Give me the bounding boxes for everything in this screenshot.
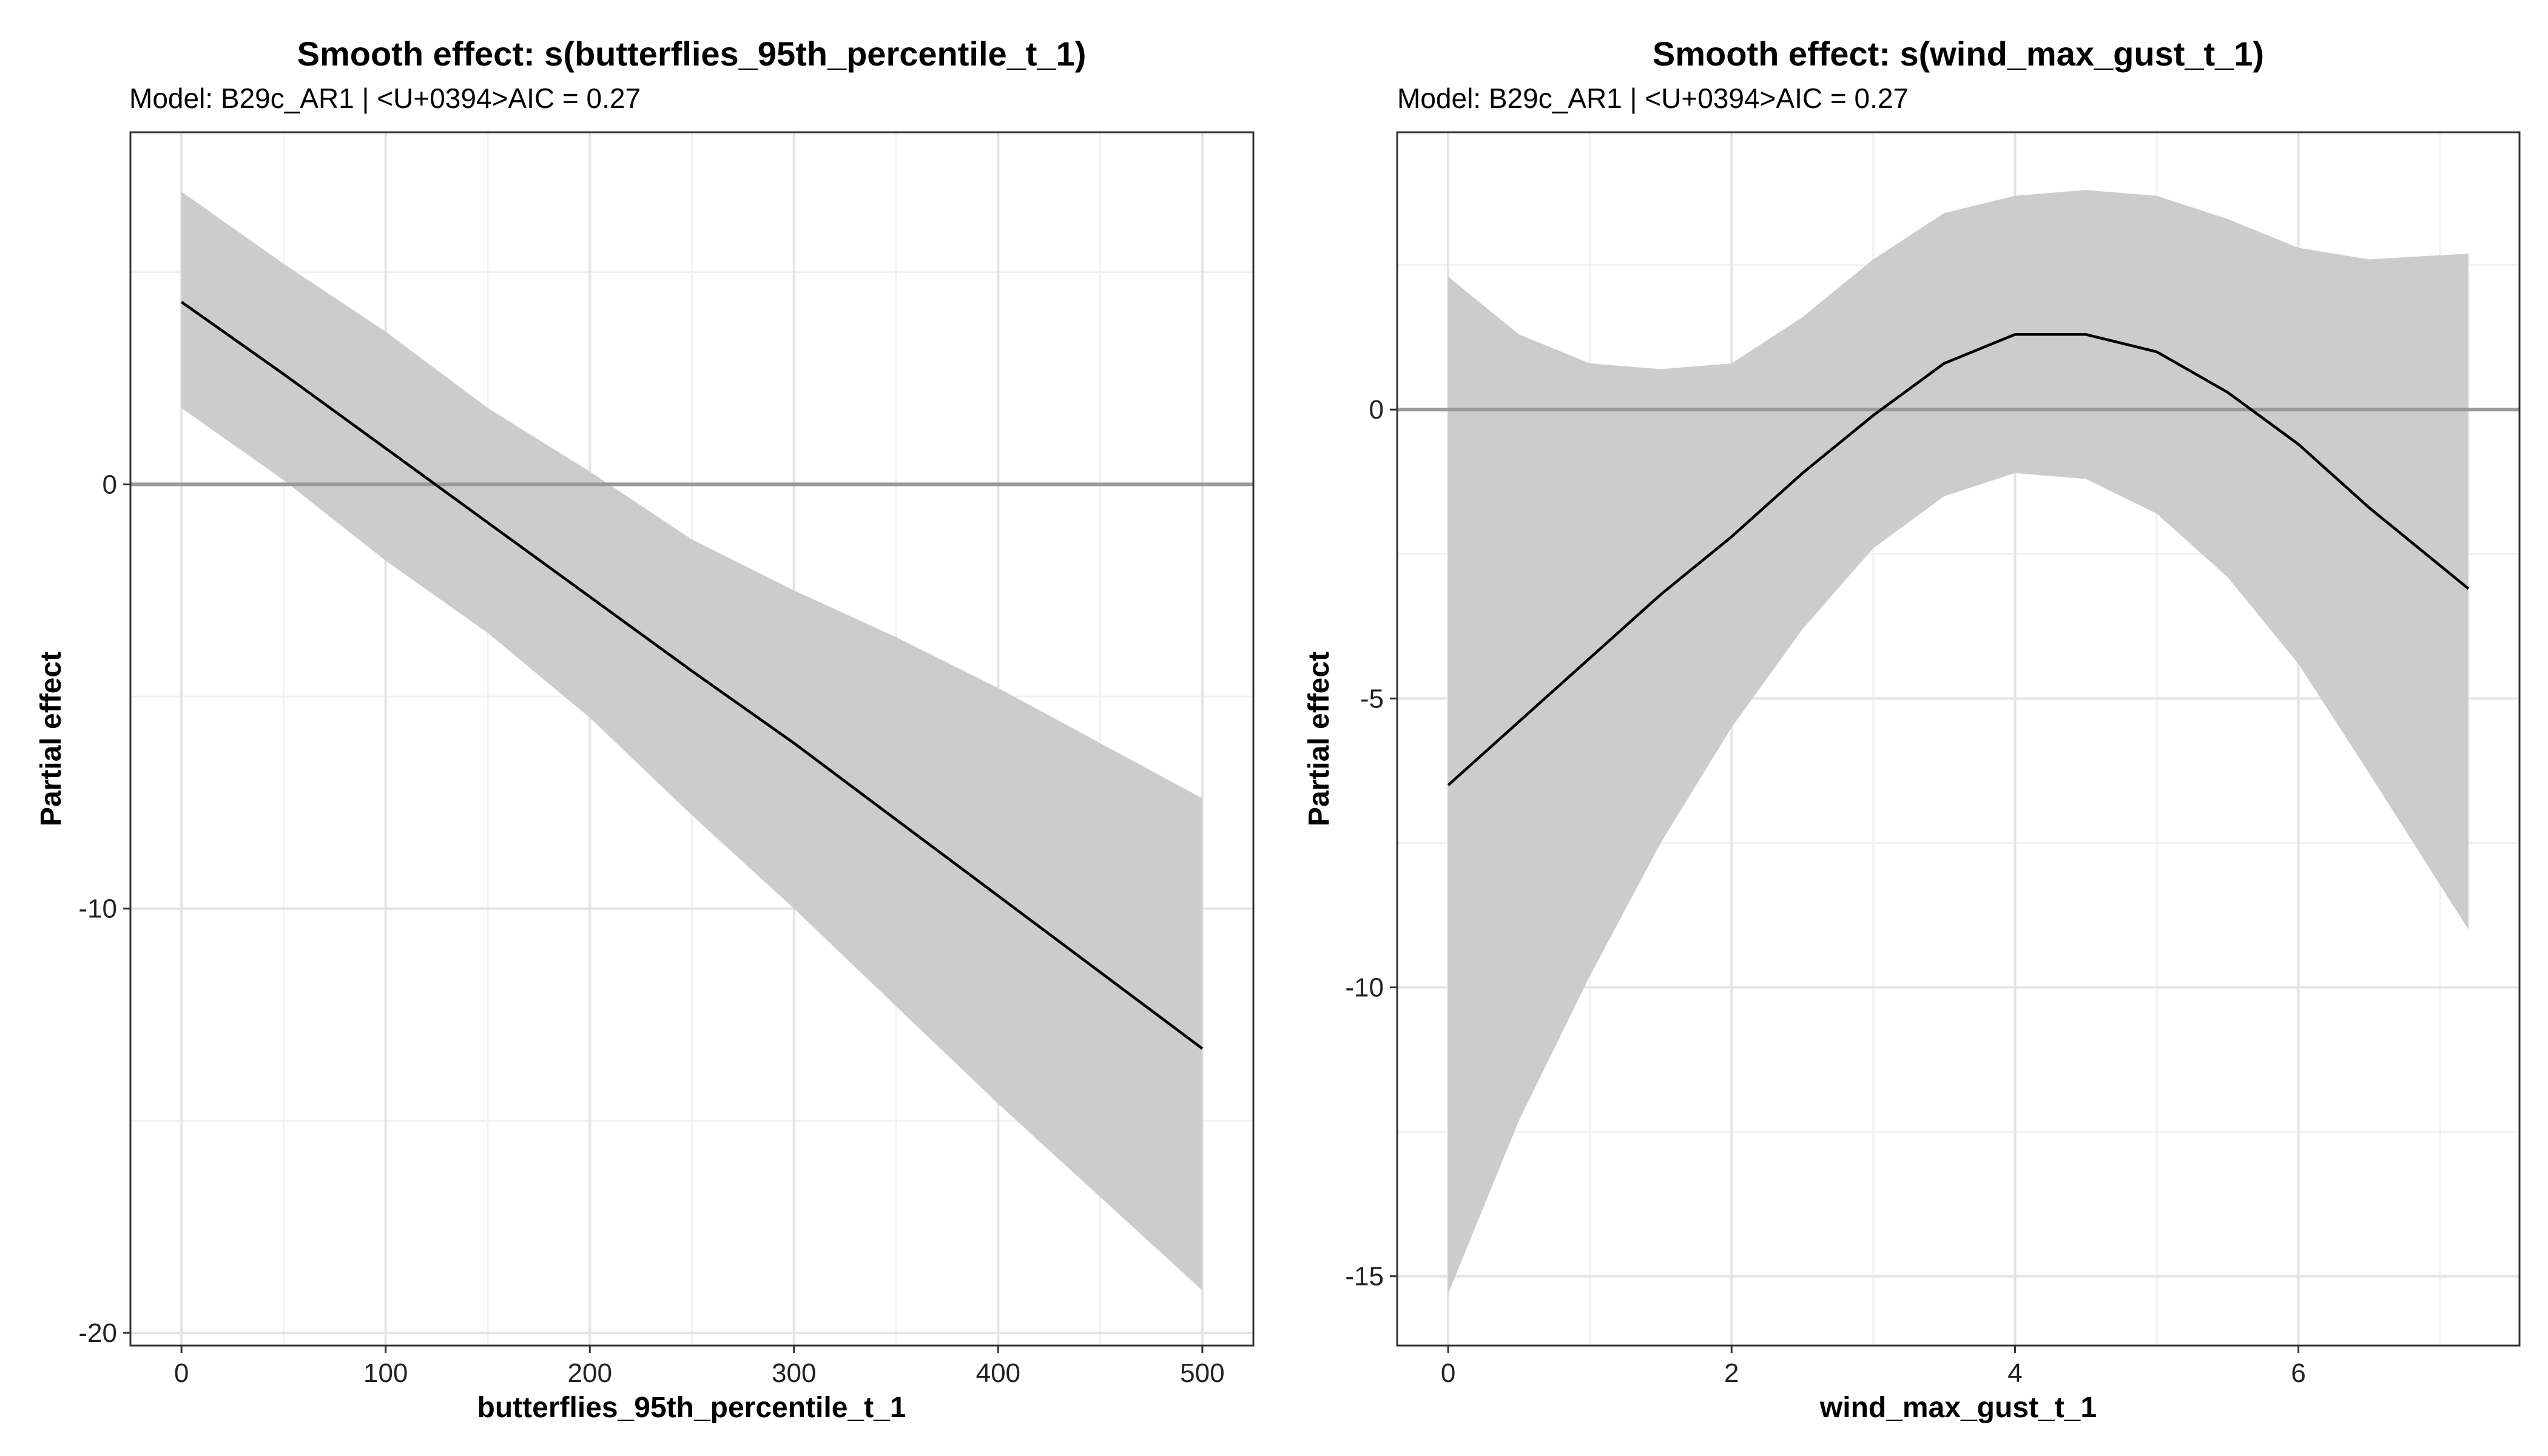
left-panel: Smooth effect: s(butterflies_95th_percen… bbox=[35, 35, 1255, 1424]
x-tick-label: 4 bbox=[2007, 1358, 2022, 1388]
plot-area: 0 100 200 300 400 500 -20 -10 0 bbox=[78, 131, 1255, 1388]
plot-area: 0 2 4 6 -15 -10 -5 0 bbox=[1345, 131, 2521, 1388]
x-tick-label: 100 bbox=[363, 1358, 408, 1388]
x-tick-label: 300 bbox=[772, 1358, 816, 1388]
chart-subtitle: Model: B29c_AR1 | <U+0394>AIC = 0.27 bbox=[129, 83, 641, 114]
y-tick-label: 0 bbox=[103, 470, 117, 499]
y-tick-label: -15 bbox=[1345, 1262, 1384, 1292]
x-tick-label: 0 bbox=[1441, 1358, 1455, 1388]
chart-subtitle: Model: B29c_AR1 | <U+0394>AIC = 0.27 bbox=[1397, 83, 1909, 114]
panel-border bbox=[1396, 131, 2521, 1347]
y-axis-label: Partial effect bbox=[1303, 652, 1335, 826]
y-tick-label: -10 bbox=[78, 894, 117, 924]
y-axis-label: Partial effect bbox=[35, 652, 67, 826]
y-tick-label: 0 bbox=[1369, 395, 1384, 425]
y-tick-label: -5 bbox=[1360, 684, 1384, 713]
confidence-band bbox=[1448, 190, 2469, 1294]
x-tick-label: 6 bbox=[2291, 1358, 2305, 1388]
chart-title: Smooth effect: s(butterflies_95th_percen… bbox=[297, 35, 1087, 73]
x-tick-label: 500 bbox=[1180, 1358, 1224, 1388]
x-tick-label: 0 bbox=[174, 1358, 189, 1388]
x-axis-label: wind_max_gust_t_1 bbox=[1819, 1392, 2097, 1424]
y-tick-label: -10 bbox=[1345, 973, 1384, 1003]
panel-border bbox=[129, 131, 1255, 1347]
chart-title: Smooth effect: s(wind_max_gust_t_1) bbox=[1653, 35, 2264, 73]
x-tick-label: 400 bbox=[976, 1358, 1020, 1388]
right-panel: Smooth effect: s(wind_max_gust_t_1) Mode… bbox=[1303, 35, 2521, 1424]
y-tick-label: -20 bbox=[78, 1318, 117, 1348]
x-tick-label: 2 bbox=[1724, 1358, 1739, 1388]
confidence-band bbox=[181, 191, 1202, 1291]
x-tick-label: 200 bbox=[568, 1358, 612, 1388]
x-axis-label: butterflies_95th_percentile_t_1 bbox=[477, 1392, 906, 1424]
smooth-line bbox=[1447, 333, 2470, 786]
smooth-line bbox=[180, 300, 1204, 1050]
